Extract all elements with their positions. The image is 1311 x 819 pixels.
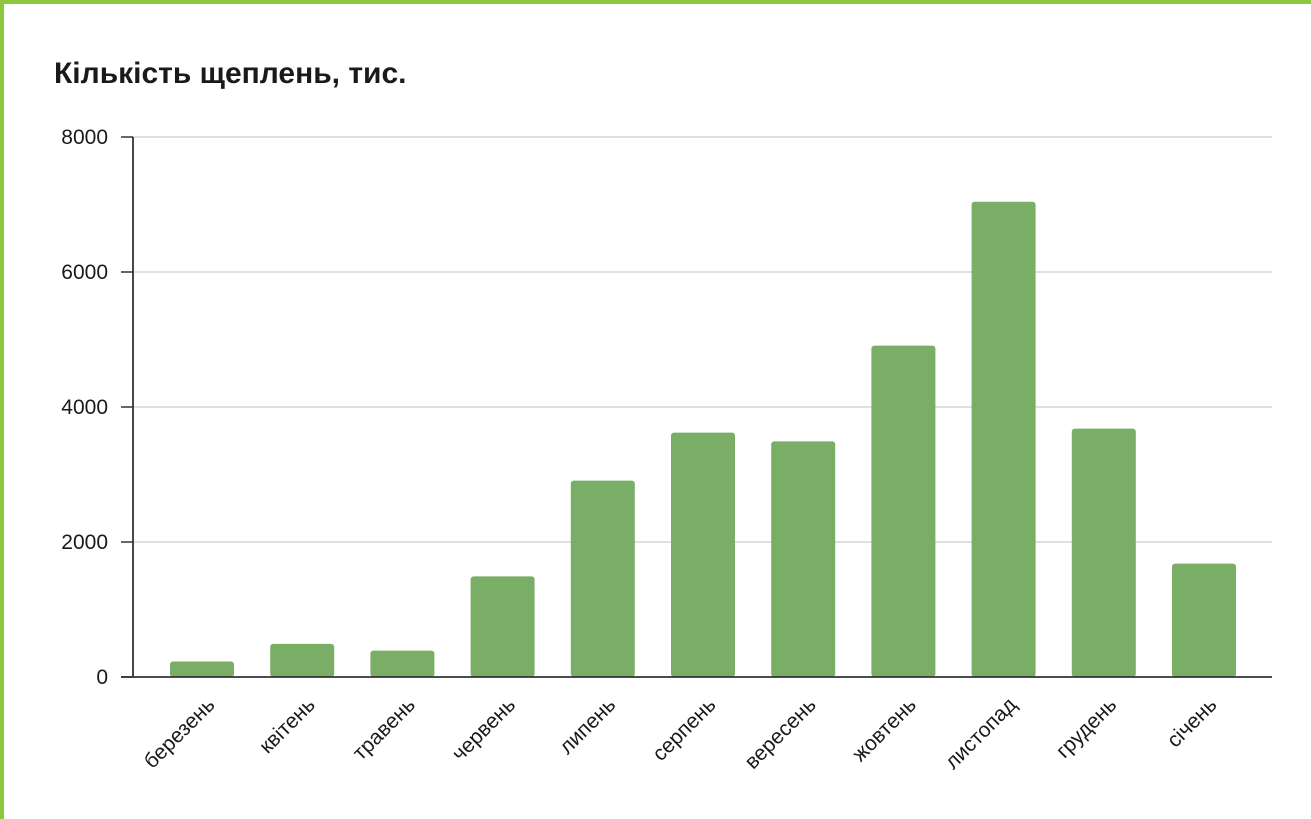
x-tick-labels: березень квітень травень червень липень серпе… — [140, 693, 1222, 774]
x-tick-label: травень — [348, 693, 420, 765]
bar-7 — [871, 345, 936, 677]
y-tick-label: 8000 — [61, 126, 108, 149]
bar-1 — [270, 643, 335, 677]
x-tick-label: квітень — [255, 693, 320, 758]
x-tick-label: вересень — [740, 693, 820, 773]
x-tick-label: січень — [1163, 693, 1222, 752]
bar-0 — [170, 661, 234, 677]
x-tick-label: червень — [448, 693, 520, 765]
y-tick-label: 6000 — [61, 261, 108, 284]
x-tick-label: березень — [140, 693, 220, 773]
bar-6 — [771, 441, 836, 677]
x-tick-label: серпень — [648, 693, 720, 765]
y-tick-labels: 0 2000 4000 6000 8000 — [61, 126, 108, 689]
bar-10 — [1172, 563, 1236, 677]
bar-4 — [570, 480, 635, 677]
x-tick-label: жовтень — [848, 693, 921, 766]
bar-2 — [370, 650, 435, 677]
bar-3 — [470, 576, 535, 677]
y-tick-label: 4000 — [61, 396, 108, 419]
bar-5 — [671, 432, 735, 677]
bars — [170, 201, 1236, 678]
y-tick-label: 2000 — [61, 531, 108, 554]
chart-title: Кількість щеплень, тис. — [54, 57, 407, 90]
axes — [121, 136, 1272, 678]
bar-8 — [971, 201, 1036, 678]
y-tick-label: 0 — [96, 666, 108, 689]
x-tick-label: грудень — [1052, 693, 1122, 763]
x-tick-label: липень — [555, 693, 621, 759]
x-tick-label: листопад — [941, 693, 1022, 774]
gridlines — [133, 136, 1272, 543]
bar-9 — [1071, 428, 1136, 677]
